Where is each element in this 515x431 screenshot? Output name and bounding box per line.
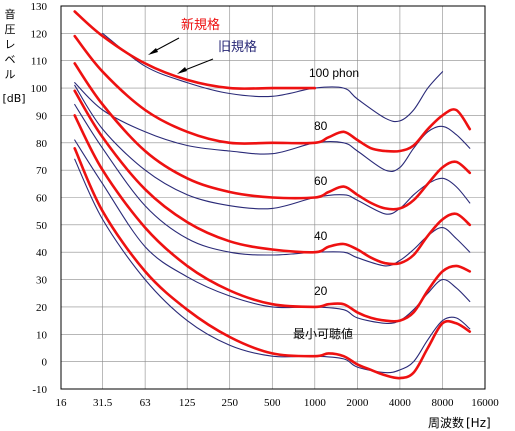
y-tick-label: 60 xyxy=(36,193,48,205)
new-curve-100 xyxy=(73,10,317,90)
y-tick-label: 70 xyxy=(36,165,48,177)
y-tick-label: 120 xyxy=(31,28,48,40)
new-standard-curves xyxy=(73,10,472,380)
y-tick-label: 100 xyxy=(31,83,48,95)
grid xyxy=(60,5,486,390)
x-axis-unit: [Hz] xyxy=(466,416,491,430)
x-tick-label: 16 xyxy=(56,397,68,409)
x-tick-label: 8000 xyxy=(431,397,454,409)
x-axis-label-text: 周波数 xyxy=(428,415,464,430)
old-standard-curves xyxy=(74,32,471,374)
x-tick-label: 500 xyxy=(264,397,281,409)
y-tick-labels: -10 0 10 20 30 40 50 60 70 80 90 100 110 120 130 xyxy=(31,1,48,396)
y-tick-label: 10 xyxy=(36,329,48,341)
level-label-20: 20 xyxy=(314,284,328,298)
y-tick-label: 110 xyxy=(31,56,48,68)
y-tick-label: 50 xyxy=(36,220,48,232)
y-axis-label-line-6: [dB] xyxy=(2,92,25,105)
y-axis-label: 音 圧 レ ベ ル [dB] xyxy=(2,7,25,105)
new-curve-80 xyxy=(73,34,472,153)
y-axis-label-line-5: ル xyxy=(5,68,16,81)
old-curve-60 xyxy=(74,84,471,215)
y-tick-label: 20 xyxy=(36,302,48,314)
x-tick-label: 63 xyxy=(140,397,152,409)
old-curve-最小可聴値 xyxy=(74,158,471,374)
old-curve-20 xyxy=(74,139,471,324)
new-curve-最小可聴値 xyxy=(73,147,472,380)
new-curve-60 xyxy=(73,62,472,211)
level-label-threshold: 最小可聴値 xyxy=(293,326,353,341)
x-tick-labels: 16 31.5 63 125 250 500 1000 2000 4000 8000 16000 xyxy=(56,397,500,409)
level-label-80: 80 xyxy=(314,119,328,133)
legend-old-label: 旧規格 xyxy=(218,39,257,55)
y-tick-label: 30 xyxy=(36,275,48,287)
y-axis-label-line-1: 音 xyxy=(5,7,16,21)
plot-frame xyxy=(60,5,486,390)
x-tick-label: 16000 xyxy=(471,397,499,409)
old-curve-100 xyxy=(102,32,444,123)
level-label-100: 100 phon xyxy=(309,66,359,80)
legend-new-arrowhead xyxy=(148,48,158,55)
level-label-60: 60 xyxy=(314,174,328,188)
y-axis-label-line-4: ベ xyxy=(5,53,16,66)
y-axis-label-line-3: レ xyxy=(5,38,16,51)
x-tick-label: 31.5 xyxy=(93,397,113,409)
y-tick-label: 130 xyxy=(31,1,48,13)
x-axis-label: 周波数 [Hz] xyxy=(428,415,491,430)
old-curve-40 xyxy=(74,103,471,267)
old-curve-80 xyxy=(74,82,471,173)
y-tick-label: 80 xyxy=(36,138,48,150)
legend-old-arrowhead xyxy=(177,67,187,74)
x-tick-label: 125 xyxy=(179,397,196,409)
y-tick-label: 40 xyxy=(36,247,48,259)
y-tick-label: 0 xyxy=(42,357,48,369)
y-tick-label: -10 xyxy=(32,384,47,396)
y-tick-label: 90 xyxy=(36,110,48,122)
legend-new-label: 新規格 xyxy=(181,17,220,33)
x-tick-label: 250 xyxy=(221,397,238,409)
x-tick-label: 4000 xyxy=(389,397,412,409)
x-tick-label: 1000 xyxy=(304,397,327,409)
level-labels: 100 phon 80 60 40 20 最小可聴値 xyxy=(293,66,359,341)
y-axis-label-line-2: 圧 xyxy=(5,23,16,36)
level-label-40: 40 xyxy=(314,229,328,243)
new-curve-20 xyxy=(73,114,472,323)
x-tick-label: 2000 xyxy=(346,397,369,409)
new-curve-40 xyxy=(73,89,472,266)
legend: 新規格 旧規格 xyxy=(148,17,257,74)
